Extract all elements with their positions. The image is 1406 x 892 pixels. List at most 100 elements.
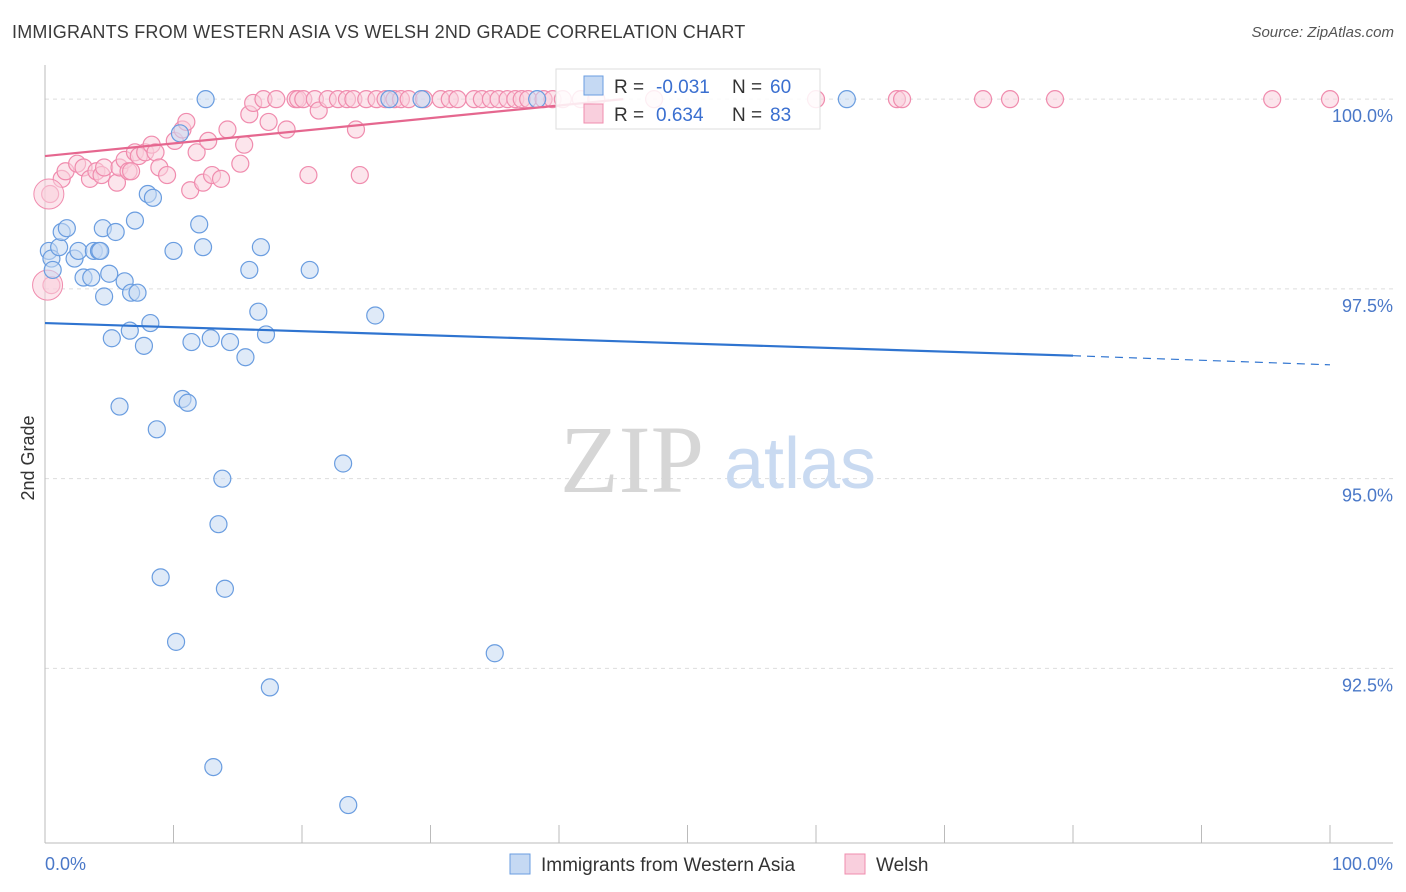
western-asia-point-30 xyxy=(164,241,183,261)
welsh-point-21 xyxy=(157,165,177,185)
welsh-point-50 xyxy=(346,120,366,139)
legend-swatch-pink xyxy=(583,103,604,124)
western-asia-point-2 xyxy=(43,260,62,280)
western-asia-point-32 xyxy=(170,124,190,143)
welsh-point-14 xyxy=(121,162,141,181)
welsh-point-79 xyxy=(973,90,993,109)
western-asia-point-16 xyxy=(102,329,121,348)
western-asia-point-26 xyxy=(141,313,160,333)
welsh-point-37 xyxy=(259,112,278,132)
legend-r-value-pink: 0.634 xyxy=(656,105,704,126)
western-asia-point-3 xyxy=(50,238,69,257)
legend-swatch-blue xyxy=(583,75,604,96)
western-asia-point-56 xyxy=(412,90,431,109)
legend-r-label-blue: R = xyxy=(614,77,644,98)
watermark-atlas: atlas xyxy=(724,424,876,504)
western-asia-point-48 xyxy=(249,302,268,321)
western-asia-point-36 xyxy=(190,215,209,234)
y-tick-label-3: 92.5% xyxy=(1342,675,1393,695)
welsh-point-26 xyxy=(187,143,206,162)
western-asia-point-29 xyxy=(151,568,170,587)
western-asia-point-55 xyxy=(380,90,399,109)
western-asia-trend-line xyxy=(44,321,1074,357)
western-asia-point-38 xyxy=(196,90,215,109)
series-legend: Immigrants from Western Asia Welsh xyxy=(509,853,928,876)
western-asia-point-37 xyxy=(193,238,213,257)
western-asia-point-23 xyxy=(128,283,147,302)
western-asia-point-15 xyxy=(100,264,119,283)
gridlines xyxy=(45,98,1393,669)
legend-n-label-blue: N = xyxy=(732,77,762,98)
y-tick-labels: 100.0% 97.5% 95.0% 92.5% xyxy=(1332,106,1393,695)
western-asia-point-57 xyxy=(485,644,504,663)
western-asia-point-31 xyxy=(166,632,186,651)
welsh-point-38 xyxy=(267,90,286,109)
chart-source: Source: ZipAtlas.com xyxy=(1251,24,1394,41)
western-asia-point-53 xyxy=(339,795,358,815)
western-asia-point-45 xyxy=(236,348,255,367)
western-asia-point-49 xyxy=(256,325,276,344)
western-asia-points xyxy=(39,90,856,815)
western-asia-point-7 xyxy=(69,241,88,261)
western-asia-point-27 xyxy=(143,188,163,207)
legend-label-welsh: Welsh xyxy=(876,855,928,876)
western-asia-point-50 xyxy=(260,678,279,697)
x-tick-labels: 0.0% 100.0% xyxy=(45,854,1393,874)
western-asia-point-41 xyxy=(209,515,228,534)
western-asia-point-18 xyxy=(110,397,129,416)
western-asia-point-52 xyxy=(334,454,353,473)
legend-n-value-pink: 83 xyxy=(770,105,791,126)
western-asia-point-58 xyxy=(528,90,547,109)
welsh-point-31 xyxy=(218,120,237,139)
western-asia-point-17 xyxy=(106,222,125,242)
y-tick-label-1: 97.5% xyxy=(1342,296,1393,316)
trend-lines xyxy=(44,98,1331,366)
western-asia-point-28 xyxy=(147,420,166,439)
western-asia-point-39 xyxy=(201,329,220,348)
welsh-point-9 xyxy=(95,158,114,177)
western-asia-point-54 xyxy=(366,306,385,325)
welsh-point-80 xyxy=(1000,90,1020,109)
y-tick-label-2: 95.0% xyxy=(1342,486,1393,506)
y-tick-label-0: 100.0% xyxy=(1332,106,1393,126)
western-asia-point-51 xyxy=(300,260,319,280)
watermark-zip: ZIP xyxy=(560,406,704,513)
legend-swatch-western-asia xyxy=(509,853,531,875)
western-asia-point-59 xyxy=(837,90,856,109)
chart-title: IMMIGRANTS FROM WESTERN ASIA VS WELSH 2N… xyxy=(12,22,746,42)
x-tick-label-min: 0.0% xyxy=(45,854,86,874)
welsh-point-51 xyxy=(350,165,369,185)
welsh-point-78 xyxy=(892,90,912,109)
western-asia-trend-extension xyxy=(1072,355,1331,366)
legend-r-label-pink: R = xyxy=(614,105,644,126)
welsh-point-82 xyxy=(1263,90,1282,109)
western-asia-point-34 xyxy=(178,393,197,412)
welsh-point-33 xyxy=(235,135,254,154)
legend-r-value-blue: -0.031 xyxy=(656,77,710,98)
welsh-point-39 xyxy=(277,120,296,139)
welsh-point-43 xyxy=(299,165,318,185)
western-asia-point-42 xyxy=(213,469,232,488)
welsh-point-83 xyxy=(1320,90,1340,109)
welsh-point-30 xyxy=(211,169,231,188)
western-asia-point-14 xyxy=(95,287,114,306)
welsh-point-32 xyxy=(231,154,250,173)
welsh-point-61 xyxy=(448,90,467,109)
legend-n-label-pink: N = xyxy=(732,105,762,126)
western-asia-point-40 xyxy=(204,757,223,777)
welsh-cluster-marker-1 xyxy=(33,178,65,210)
western-asia-point-47 xyxy=(251,238,270,257)
western-asia-point-9 xyxy=(82,268,101,287)
western-asia-point-5 xyxy=(57,219,76,238)
western-asia-point-22 xyxy=(125,211,145,230)
watermark: ZIP atlas xyxy=(560,406,876,513)
correlation-legend: R = -0.031 N = 60 R = 0.634 N = 83 xyxy=(555,68,821,130)
western-asia-point-24 xyxy=(134,336,154,355)
western-asia-point-12 xyxy=(91,241,110,261)
legend-n-value-blue: 60 xyxy=(770,77,791,98)
western-asia-point-44 xyxy=(220,332,240,352)
x-tick-label-max: 100.0% xyxy=(1332,854,1393,874)
y-axis-title: 2nd Grade xyxy=(18,415,38,500)
western-asia-point-35 xyxy=(182,332,201,352)
